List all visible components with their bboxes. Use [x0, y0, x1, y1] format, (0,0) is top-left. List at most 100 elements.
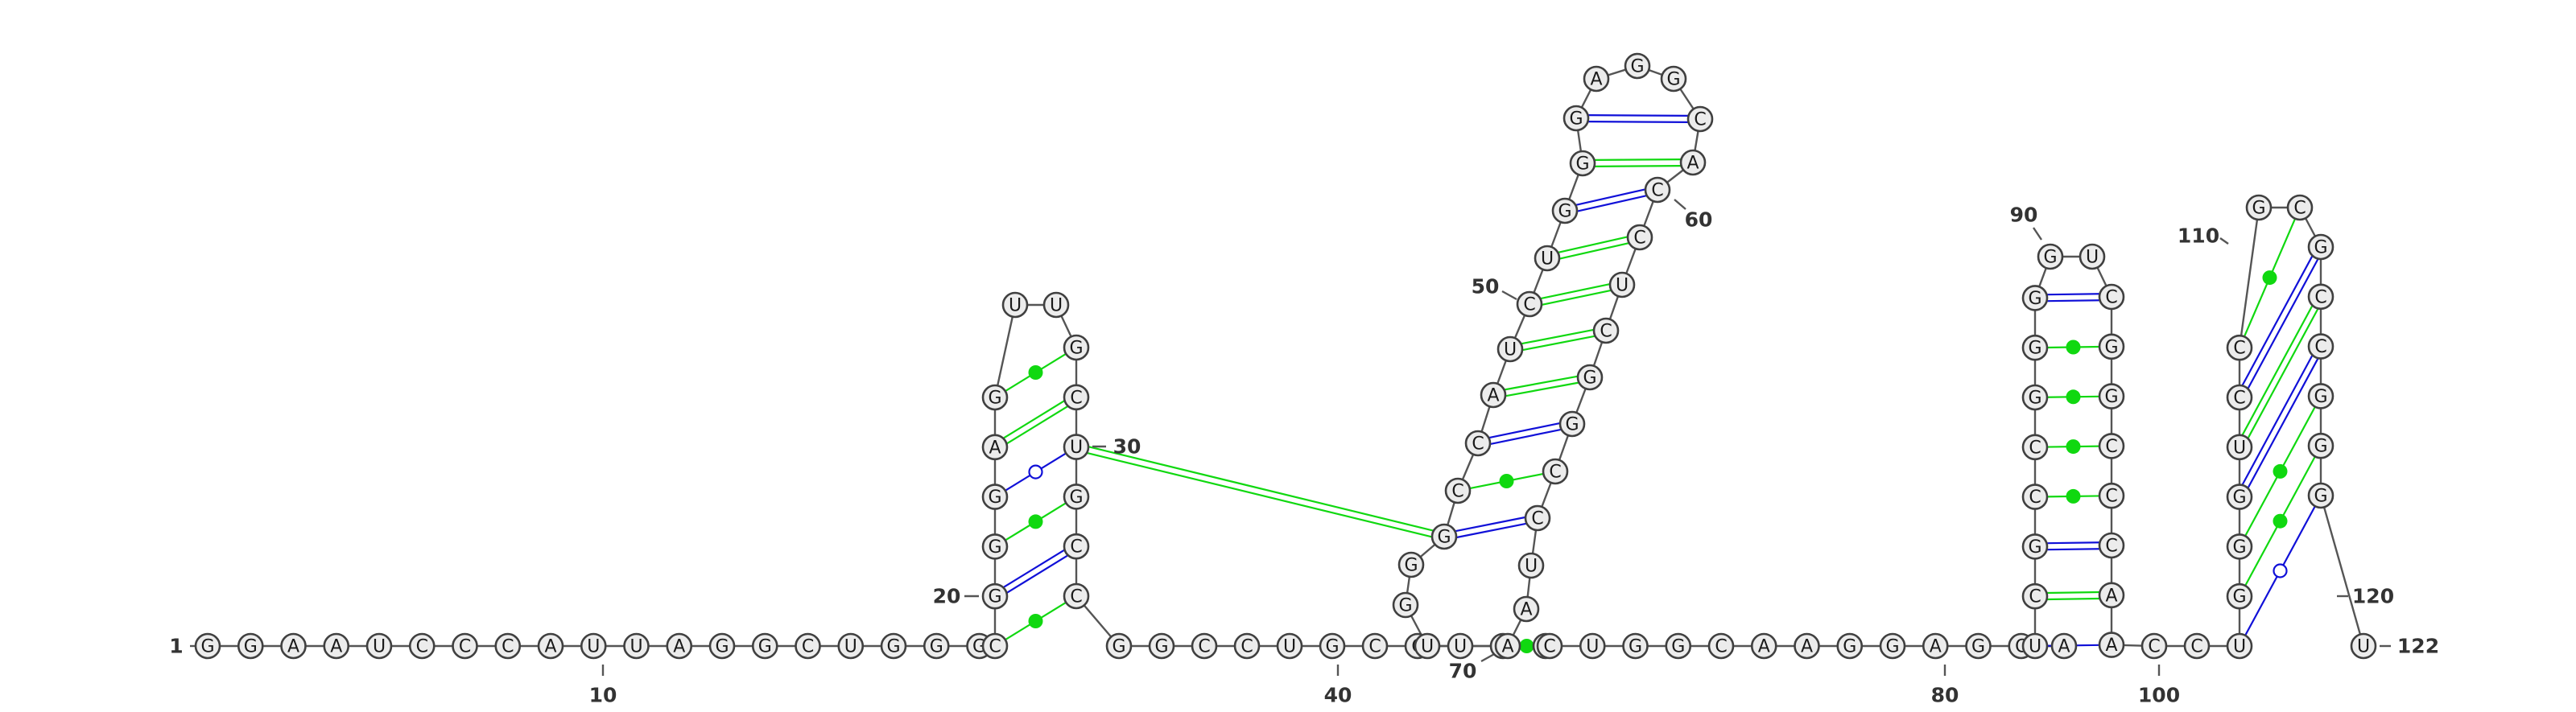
nucleotide: G	[2245, 194, 2273, 221]
position-label-80: 80	[1931, 684, 1959, 707]
nucleotide: U	[837, 632, 865, 660]
base-pair-noncanonical	[2046, 591, 2099, 595]
nucleotide-letter: C	[1531, 509, 1543, 529]
nucleotide-letter: C	[502, 637, 514, 657]
nucleotide-circle	[1965, 632, 1992, 660]
position-label-120: 120	[2352, 585, 2394, 608]
nucleotide-circle	[1750, 632, 1777, 660]
nucleotide: C	[1464, 430, 1492, 457]
nucleotide-circle	[280, 632, 307, 660]
nucleotide-letter: U	[1421, 637, 1434, 657]
nucleotide-circle	[1063, 533, 1090, 560]
nucleotide: C	[2098, 482, 2125, 509]
nucleotide: A	[323, 632, 350, 660]
nucleotide: G	[2021, 334, 2049, 361]
nucleotide-circle	[1592, 317, 1620, 344]
nucleotide-circle	[981, 582, 1009, 610]
nucleotide-circle	[837, 632, 865, 660]
nucleotide-letter: C	[1651, 181, 1663, 201]
nucleotide-circle	[2307, 482, 2334, 509]
nucleotide-letter: C	[2029, 488, 2041, 508]
nucleotide: A	[1583, 65, 1610, 93]
nucleotide-letter: G	[988, 389, 1001, 409]
nucleotide: G	[1392, 591, 1419, 619]
nucleotide: G	[1063, 484, 1090, 510]
nucleotide-letter: A	[1520, 600, 1532, 620]
nucleotide-letter: C	[2314, 287, 2326, 307]
nucleotide-letter: C	[989, 637, 1001, 657]
nucleotide: G	[2037, 243, 2064, 270]
nucleotide: G	[2226, 582, 2253, 610]
nucleotide: G	[1569, 150, 1596, 177]
base-pair-pseudoknot	[1087, 451, 1432, 538]
nucleotide-circle	[194, 632, 221, 660]
noncanonical-pair-marker	[1028, 614, 1043, 628]
nucleotide-circle	[2307, 432, 2334, 459]
nucleotide-letter: G	[988, 537, 1001, 558]
nucleotide-letter: G	[1575, 154, 1589, 175]
base-pair-noncanonical	[1595, 165, 1682, 167]
nucleotide: G	[1319, 632, 1346, 660]
nucleotide-circle	[2307, 333, 2334, 360]
nucleotide-circle	[1397, 551, 1425, 578]
nucleotide-circle	[2226, 484, 2253, 510]
nucleotide: G	[981, 533, 1009, 560]
nucleotide-letter: C	[2293, 199, 2306, 219]
nucleotide: U	[1608, 271, 1636, 298]
nucleotide-letter: G	[1885, 637, 1899, 657]
backbone-segment	[2238, 207, 2260, 348]
nucleotide: G	[2307, 432, 2334, 459]
nucleotide: G	[1624, 52, 1651, 80]
nucleotide-letter: G	[1558, 202, 1571, 222]
nucleotide: G	[1576, 364, 1604, 391]
nucleotide-letter: A	[2058, 637, 2070, 657]
base-pair-noncanonical	[1006, 405, 1068, 445]
nucleotide-letter: G	[886, 637, 900, 657]
nucleotide-circle	[2226, 533, 2253, 560]
nucleotide-circle	[2021, 434, 2049, 461]
nucleotide-letter: C	[1070, 587, 1082, 607]
nucleotide: G	[1563, 105, 1590, 132]
nucleotide-circle	[1361, 632, 1389, 660]
base-pair-canonical	[2047, 299, 2100, 302]
nucleotide: C	[1536, 632, 1563, 660]
nucleotide-letter: A	[1487, 386, 1499, 406]
nucleotide-letter: G	[1437, 528, 1451, 548]
nucleotide-letter: C	[2190, 637, 2202, 657]
nucleotide-circle	[1576, 364, 1604, 391]
nucleotide: U	[1276, 632, 1303, 660]
base-pair-noncanonical	[2241, 305, 2314, 436]
nucleotide: G	[880, 632, 907, 660]
nucleotide: G	[708, 632, 736, 660]
nucleotide-circle	[1626, 224, 1653, 251]
nucleotide: C	[1644, 176, 1671, 204]
nucleotide-circle	[1191, 632, 1218, 660]
nucleotide-letter: C	[2148, 637, 2160, 657]
nucleotide-circle	[1063, 334, 1090, 361]
nucleotide-circle	[2226, 334, 2253, 361]
nucleotide-circle	[580, 632, 607, 660]
nucleotide-letter: G	[1569, 109, 1583, 130]
base-pair-canonical	[1455, 516, 1525, 533]
nucleotide-circle	[2098, 582, 2125, 609]
noncanonical-pair-marker	[1499, 474, 1514, 488]
nucleotide-circle	[2098, 632, 2125, 658]
nucleotide: C	[452, 632, 478, 660]
noncanonical-pair-marker	[2273, 463, 2288, 479]
nucleotide-letter: U	[1525, 557, 1538, 577]
nucleotide-circle	[2021, 533, 2049, 560]
nucleotide: U	[2079, 243, 2106, 270]
nucleotide-letter: C	[2029, 438, 2041, 458]
nucleotide-letter: C	[1715, 637, 1727, 657]
nucleotide: U	[2226, 632, 2253, 660]
nucleotide-letter: C	[2105, 537, 2117, 557]
nucleotide-circle	[1879, 632, 1906, 660]
nucleotide: G	[1551, 197, 1579, 224]
nucleotide: G	[981, 384, 1009, 411]
position-tick-layer	[190, 199, 2391, 676]
nucleotide: G	[1063, 334, 1090, 361]
nucleotide: C	[1524, 504, 1551, 532]
nucleotide-circle	[1063, 484, 1090, 510]
nucleotide-circle	[1558, 410, 1586, 438]
nucleotide: G	[2307, 482, 2334, 509]
